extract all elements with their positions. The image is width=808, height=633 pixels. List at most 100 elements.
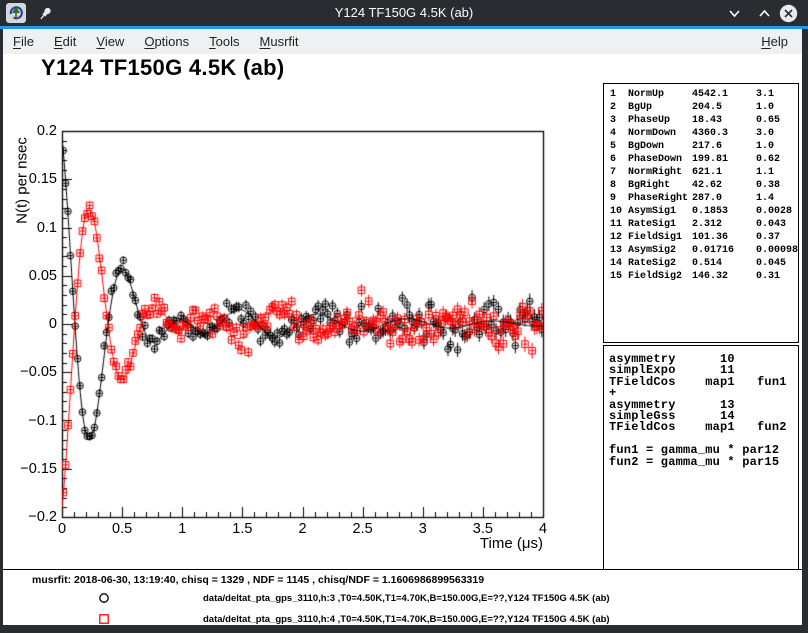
y-tick-label: −0.15 — [3, 461, 57, 477]
menubar-items: FileEditViewOptionsToolsMusrfit — [3, 34, 309, 49]
x-tick-label: 2.5 — [341, 521, 385, 537]
plot-canvas[interactable] — [3, 54, 603, 574]
param-perr: 1.1 — [756, 167, 774, 178]
param-perr: 0.37 — [756, 232, 780, 243]
x-tick-label: 1.5 — [220, 521, 264, 537]
x-tick-label: 3.5 — [461, 521, 505, 537]
menu-item-help[interactable]: Help — [751, 31, 798, 52]
param-row: 15 FieldSig2 146.32 0.31 — [604, 271, 798, 284]
param-pn: 12 — [610, 232, 622, 243]
param-pval: 101.36 — [692, 232, 728, 243]
application-window: Y124 TF150G 4.5K (ab) FileEditViewOption… — [0, 0, 808, 633]
param-pn: 8 — [610, 180, 616, 191]
param-pval: 42.62 — [692, 180, 722, 191]
param-pname: BgUp — [628, 102, 652, 113]
param-pval: 146.32 — [692, 271, 728, 282]
y-tick-label: 0 — [3, 316, 57, 332]
param-pn: 11 — [610, 219, 622, 230]
param-pn: 6 — [610, 154, 616, 165]
param-pn: 2 — [610, 102, 616, 113]
legend-label: data/deltat_pta_gps_3110,h:4 ,T0=4.50K,T… — [203, 614, 610, 625]
y-tick-label: −0.05 — [3, 364, 57, 380]
y-tick-label: 0.1 — [3, 220, 57, 236]
param-pn: 15 — [610, 271, 622, 282]
y-tick-label: −0.2 — [3, 509, 57, 525]
x-axis-label: Time (μs) — [393, 535, 543, 552]
param-pn: 1 — [610, 89, 616, 100]
param-row: 5BgDown217.61.0 — [604, 141, 798, 154]
menu-mnemonic: F — [13, 34, 21, 49]
param-pname: RateSig2 — [628, 258, 676, 269]
param-pval: 4360.3 — [692, 128, 728, 139]
param-row: 9PhaseRight287.01.4 — [604, 193, 798, 206]
param-pval: 199.81 — [692, 154, 728, 165]
param-pn: 5 — [610, 141, 616, 152]
square-marker-icon — [98, 613, 110, 625]
param-perr: 0.31 — [756, 271, 780, 282]
circle-marker-icon — [98, 592, 110, 604]
param-pn: 9 — [610, 193, 616, 204]
menu-item-tools[interactable]: Tools — [199, 31, 249, 52]
menu-mnemonic: T — [209, 34, 216, 49]
param-row: 3PhaseUp18.430.65 — [604, 115, 798, 128]
param-pn: 13 — [610, 245, 622, 256]
param-perr: 0.38 — [756, 180, 780, 191]
param-pn: 14 — [610, 258, 622, 269]
param-pname: NormUp — [628, 89, 664, 100]
y-tick-label: 0.2 — [3, 123, 57, 139]
param-pval: 2.312 — [692, 219, 722, 230]
param-pname: BgRight — [628, 180, 670, 191]
theory-box: asymmetry 10simplExpo 11TFieldCos map1 f… — [603, 345, 799, 570]
menu-mnemonic: M — [260, 34, 271, 49]
minimize-button[interactable] — [725, 4, 744, 23]
y-tick-label: 0.15 — [3, 171, 57, 187]
param-row: 1NormUp4542.13.1 — [604, 89, 798, 102]
parameter-table: 1NormUp4542.13.12BgUp204.51.03PhaseUp18.… — [603, 83, 799, 343]
param-perr: 3.1 — [756, 89, 774, 100]
menu-item-edit[interactable]: Edit — [44, 31, 86, 52]
menubar-right: Help — [751, 34, 802, 49]
param-pval: 287.0 — [692, 193, 722, 204]
x-tick-label: 1 — [160, 521, 204, 537]
param-pval: 18.43 — [692, 115, 722, 126]
param-pname: RateSig1 — [628, 219, 676, 230]
x-tick-label: 2 — [281, 521, 325, 537]
param-pname: PhaseRight — [628, 193, 688, 204]
footer-separator-line — [3, 569, 802, 570]
param-pname: FieldSig2 — [628, 271, 682, 282]
title-bar[interactable]: Y124 TF150G 4.5K (ab) — [0, 0, 808, 26]
window-title: Y124 TF150G 4.5K (ab) — [0, 0, 808, 26]
close-button[interactable] — [779, 4, 798, 23]
menu-bar: FileEditViewOptionsToolsMusrfit Help — [3, 29, 802, 54]
param-pname: AsymSig2 — [628, 245, 676, 256]
maximize-button[interactable] — [755, 4, 774, 23]
param-row: 4NormDown4360.33.0 — [604, 128, 798, 141]
param-row: 6PhaseDown199.810.62 — [604, 154, 798, 167]
param-perr: 0.045 — [756, 258, 786, 269]
legend-row: data/deltat_pta_gps_3110,h:4 ,T0=4.50K,T… — [3, 613, 802, 625]
fit-statistics-line: musrfit: 2018-06-30, 13:19:40, chisq = 1… — [32, 574, 484, 586]
theory-line: TFieldCos map1 fun2 — [609, 422, 798, 433]
param-perr: 0.043 — [756, 219, 786, 230]
param-row: 13 AsymSig2 0.01716 0.00098 — [604, 245, 798, 258]
param-perr: 1.0 — [756, 102, 774, 113]
param-perr: 0.00098 — [756, 245, 798, 256]
param-perr: 0.0028 — [756, 206, 792, 217]
param-pname: FieldSig1 — [628, 232, 682, 243]
menu-item-musrfit[interactable]: Musrfit — [250, 31, 309, 52]
param-pn: 3 — [610, 115, 616, 126]
theory-line: fun2 = gamma_mu * par15 — [609, 457, 798, 468]
param-perr: 0.65 — [756, 115, 780, 126]
param-pname: NormRight — [628, 167, 682, 178]
menu-item-file[interactable]: File — [3, 31, 44, 52]
param-pname: NormDown — [628, 128, 676, 139]
menu-item-options[interactable]: Options — [134, 31, 199, 52]
legend-row: data/deltat_pta_gps_3110,h:3 ,T0=4.50K,T… — [3, 592, 802, 606]
root-canvas: Y124 TF150G 4.5K (ab) N(t) per nsec Time… — [3, 54, 802, 625]
param-pval: 0.01716 — [692, 245, 734, 256]
y-tick-label: 0.05 — [3, 268, 57, 284]
param-pname: AsymSig1 — [628, 206, 676, 217]
menu-item-view[interactable]: View — [86, 31, 134, 52]
x-tick-label: 3 — [401, 521, 445, 537]
param-perr: 1.0 — [756, 141, 774, 152]
